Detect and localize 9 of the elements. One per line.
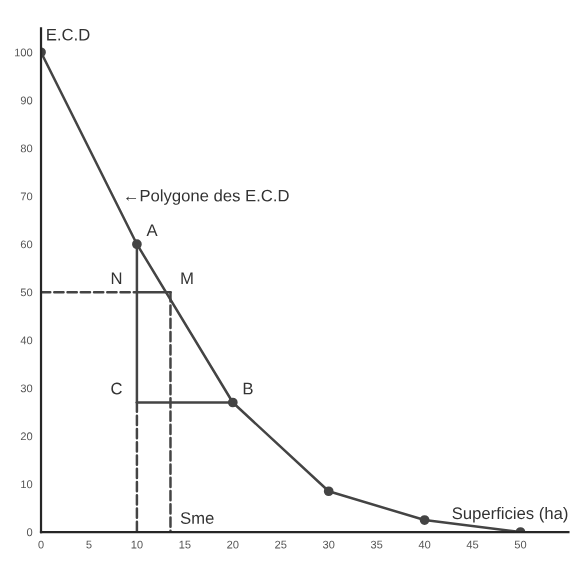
x-axis-title: Superficies (ha) — [452, 506, 568, 523]
annotation: C — [111, 382, 122, 395]
annotation: M — [181, 272, 193, 284]
annotation: ←Polygone des E.C.D — [126, 189, 289, 205]
annotation: B — [243, 382, 253, 395]
annotation: A — [146, 224, 158, 236]
annotation: N — [111, 272, 122, 284]
y-axis-title: E.C.D — [47, 28, 90, 41]
annotation: Sme — [180, 512, 214, 524]
